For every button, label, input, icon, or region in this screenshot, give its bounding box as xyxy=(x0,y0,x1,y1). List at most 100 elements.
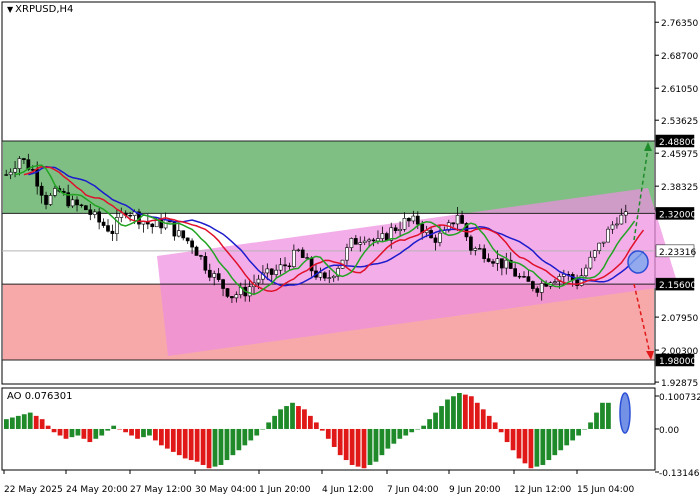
candle-body xyxy=(610,224,615,230)
ao-bar xyxy=(272,415,278,429)
candle-body xyxy=(539,283,544,293)
candle-body xyxy=(53,188,57,196)
ao-bar xyxy=(182,428,188,459)
price-tick-label: 1.92875 xyxy=(661,379,698,389)
level-price-label: 2.15600 xyxy=(659,281,696,291)
candle-body xyxy=(181,230,186,239)
level-price-box xyxy=(655,134,695,148)
ao-bar xyxy=(570,428,576,441)
candle-body xyxy=(119,212,124,218)
ao-bar xyxy=(498,428,504,433)
ao-bar xyxy=(343,428,349,461)
fast-ma-line xyxy=(14,164,636,296)
ao-bar xyxy=(445,399,450,429)
candle-body xyxy=(451,222,456,225)
ao-bar xyxy=(260,428,266,430)
ao-bar xyxy=(397,428,403,439)
ao-bar xyxy=(224,428,230,461)
candle-body xyxy=(274,269,279,275)
ao-bar xyxy=(135,428,140,439)
ao-bar xyxy=(87,428,93,443)
candle-body xyxy=(115,217,119,234)
ao-bar xyxy=(319,428,325,431)
candle-body xyxy=(407,217,411,222)
candle-body xyxy=(389,227,394,241)
ao-bar xyxy=(433,412,438,429)
ao-bar xyxy=(9,417,15,429)
candle-body xyxy=(283,264,287,267)
ao-bar xyxy=(486,415,492,429)
candle-body xyxy=(380,233,385,239)
ao-bar xyxy=(278,409,283,429)
time-tick-label: 15 Jun 04:00 xyxy=(577,485,634,495)
ao-bar xyxy=(546,428,552,461)
bullish-arrowhead-icon xyxy=(644,142,652,151)
candle-body xyxy=(358,242,363,245)
candle-body xyxy=(531,281,535,289)
candle-body xyxy=(553,281,557,283)
ao-bar xyxy=(75,428,81,436)
ao-bar xyxy=(492,422,498,429)
candle-body xyxy=(35,169,40,187)
candle-body xyxy=(225,288,230,297)
ao-bar xyxy=(468,396,474,429)
candle-body xyxy=(48,195,53,205)
forecast-marker xyxy=(627,250,649,274)
ao-bar xyxy=(552,428,558,456)
candle-body xyxy=(101,221,106,226)
ao-bars xyxy=(4,392,611,469)
candle-body xyxy=(592,250,597,258)
candle-body xyxy=(230,296,234,299)
ao-bar xyxy=(409,428,415,433)
ao-bar xyxy=(379,428,385,456)
candle-body xyxy=(305,257,309,259)
candle-body xyxy=(588,256,593,269)
bearish-arrowhead-icon xyxy=(646,351,654,360)
ao-bar xyxy=(331,428,337,447)
candle-body xyxy=(66,192,71,207)
ao-bar xyxy=(558,428,564,451)
price-tick-label: 2.38325 xyxy=(661,183,698,193)
candle-body xyxy=(623,211,628,216)
ao-bar xyxy=(200,428,206,465)
candle-body xyxy=(393,227,398,231)
candle-body xyxy=(398,229,402,231)
ao-bar xyxy=(230,428,236,456)
ao-bar xyxy=(21,414,27,429)
candle-body xyxy=(44,195,48,205)
ao-bar xyxy=(427,419,432,429)
time-tick-label: 12 Jun 12:00 xyxy=(514,485,571,495)
ao-bar xyxy=(385,428,391,449)
ao-bar xyxy=(528,428,534,469)
ao-tick-label: -0.131465 xyxy=(659,469,700,479)
ao-bar xyxy=(153,428,158,441)
candle-body xyxy=(597,242,602,252)
ao-bar xyxy=(588,422,593,429)
candle-body xyxy=(287,265,292,267)
candle-body xyxy=(482,248,487,259)
candle-body xyxy=(247,286,252,297)
ao-bar xyxy=(57,428,63,436)
candle-body xyxy=(256,278,261,284)
candle-body xyxy=(203,256,208,271)
time-tick-label: 27 May 12:00 xyxy=(130,485,192,495)
ao-bar xyxy=(594,412,599,429)
collapse-triangle-icon[interactable]: ▼ xyxy=(7,5,14,14)
ao-bar xyxy=(147,428,152,436)
price-tick-label: 2.00300 xyxy=(661,347,698,357)
candle-body xyxy=(411,215,416,222)
bearish-arrow xyxy=(633,283,651,355)
ao-bar xyxy=(504,428,510,443)
candle-body xyxy=(278,264,283,271)
ao-bar xyxy=(462,394,468,429)
candle-body xyxy=(415,215,420,225)
mid-ma-line xyxy=(23,165,645,293)
buy-zone xyxy=(3,141,654,214)
candle-body xyxy=(495,258,500,264)
candle-body xyxy=(601,241,606,244)
candle-body xyxy=(88,209,93,215)
candle-body xyxy=(402,217,407,230)
candle-body xyxy=(376,238,380,242)
candle-body xyxy=(84,205,88,211)
